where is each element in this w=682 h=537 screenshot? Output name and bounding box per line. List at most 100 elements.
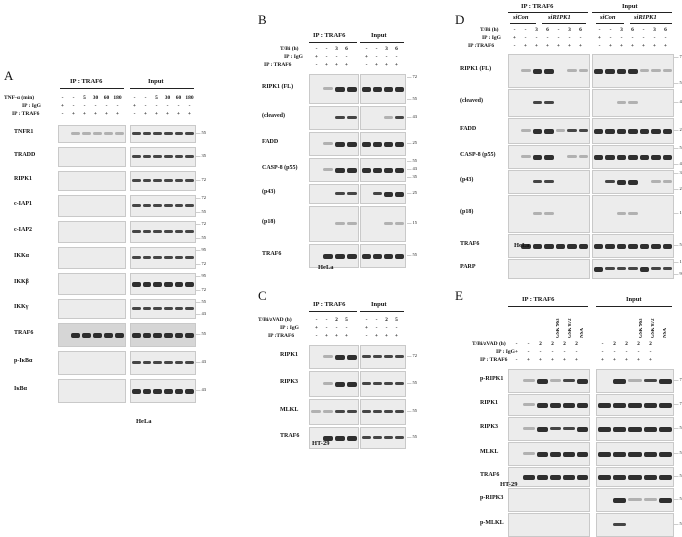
d-blot-4-1 [592, 170, 674, 194]
d-ip-traf6_values-5: + [567, 43, 572, 49]
panel-d-ip-siripk1: siRIPK1 [548, 14, 571, 21]
a-band-10-1-2 [153, 389, 162, 394]
e-band-0-0-2 [536, 379, 548, 384]
a-mw-10-0: 43 [196, 387, 207, 392]
b-band-0-1-0 [362, 87, 371, 92]
b-mw-0-1: 55 [407, 96, 418, 101]
d-blot-6-1 [592, 234, 674, 258]
a-band-6-1-0 [132, 282, 141, 287]
a-band-8-1-5 [185, 333, 194, 338]
b-row-label-0: RIPK1 (FL) [262, 84, 294, 90]
d-band-7-1-0 [594, 267, 604, 272]
d-band-0-0-2 [532, 69, 543, 74]
a-ip-igg_values-0: + [60, 103, 65, 109]
b-ip-igg_values-2: - [335, 54, 338, 60]
b-input-time_values-1: - [375, 46, 378, 52]
d-band-2-1-0 [594, 129, 604, 134]
e-ip-traf6_values-2: + [538, 357, 543, 363]
e-band-5-1-2 [628, 498, 642, 501]
a-mw-3-0: 72 [196, 195, 207, 200]
d-mw-4-1: 25 [674, 186, 682, 191]
e-input-igg_values-1: - [613, 349, 616, 355]
d-band-1-0-3 [544, 101, 554, 104]
b-mw-6-0: 55 [407, 252, 418, 257]
c-ip-time_values-0: - [315, 317, 318, 323]
e-row-label-2: RIPK3 [480, 424, 498, 430]
b-input-time_values-3: 6 [395, 46, 398, 52]
a-ip-traf6_values-5: + [115, 111, 120, 117]
c-mw-2-0: 55 [407, 408, 418, 413]
a-band-5-1-2 [153, 256, 162, 259]
a-mw-2-0: 72 [196, 177, 207, 182]
d-input-traf6_values-4: + [641, 43, 646, 49]
a-input-traf6_values-1: + [143, 111, 148, 117]
a-band-8-1-2 [153, 333, 162, 338]
e-blot-1-0 [508, 394, 590, 416]
a-row-label-10: IκBα [14, 386, 28, 392]
a-blot-0-0 [58, 125, 126, 143]
e-band-4-0-1 [523, 475, 535, 480]
c-input-traf6_values-1: + [374, 333, 379, 339]
e-band-1-0-5 [576, 403, 588, 408]
e-input-igg_values-4: - [649, 349, 652, 355]
panel-d-input-sicon: siCon [600, 14, 616, 21]
b-band-3-0-1 [323, 168, 333, 171]
d-band-0-1-2 [616, 69, 627, 74]
a-band-10-1-1 [142, 389, 152, 394]
a-band-6-1-1 [142, 282, 152, 287]
c-band-0-1-0 [362, 355, 371, 358]
b-input-traf6_values-3: + [394, 62, 399, 68]
e-band-0-1-4 [658, 379, 672, 384]
e-blot-6-1 [596, 513, 674, 537]
panel-a-traf6-label: IP : TRAF6 [12, 111, 40, 117]
d-ip-igg_values-1: - [524, 35, 527, 41]
a-mw-5-0: 95 [196, 247, 207, 252]
c-band-1-1-3 [395, 382, 404, 385]
e-band-0-0-1 [523, 379, 535, 382]
e-input-igg_values-0: - [601, 349, 604, 355]
d-band-6-1-6 [662, 244, 672, 249]
d-ip-traf6_values-2: + [534, 43, 539, 49]
e-band-2-0-5 [576, 427, 588, 432]
a-ip-igg_values-4: - [105, 103, 108, 109]
a-blot-1-0 [58, 147, 126, 167]
panel-e-traf6-label: IP : TRAF6 [480, 357, 508, 363]
e-band-3-0-4 [563, 452, 575, 457]
a-band-3-1-5 [185, 204, 194, 207]
c-blot-2-1 [360, 399, 406, 425]
a-band-6-1-5 [185, 282, 194, 287]
e-ip-time_values-2: 2 [539, 341, 542, 347]
d-blot-2-0 [508, 118, 590, 144]
c-ip-igg_values-1: - [325, 325, 328, 331]
d-band-2-0-2 [532, 129, 543, 134]
e-ip-time_values-5: 2 [575, 341, 578, 347]
e-band-0-1-3 [643, 379, 657, 382]
panel-d-ip-sicon-underline [510, 23, 536, 24]
e-ip-igg_values-0: + [514, 349, 519, 355]
a-band-9-1-2 [153, 361, 162, 364]
a-band-10-1-0 [132, 389, 141, 394]
a-input-time_values-0: - [133, 95, 136, 101]
a-band-4-1-3 [164, 230, 173, 233]
panel-b-input-underline [360, 42, 404, 43]
b-input-time_values-0: - [365, 46, 368, 52]
e-ip-time_values-1: - [527, 341, 530, 347]
d-band-3-1-4 [639, 155, 650, 160]
b-mw-5-0: 15 [407, 220, 418, 225]
d-band-3-1-0 [594, 155, 604, 160]
panel-c-input-underline [360, 311, 404, 312]
a-input-igg_values-3: - [166, 103, 169, 109]
d-ip-time_values-3: 6 [546, 27, 549, 33]
a-band-4-1-4 [174, 230, 184, 233]
a-band-0-1-0 [132, 132, 141, 135]
c-input-time_values-0: - [365, 317, 368, 323]
panel-e-igg-label: IP : IgG [496, 349, 515, 355]
a-band-1-1-5 [185, 155, 194, 158]
b-blot-3-0 [309, 158, 359, 182]
a-input-time_values-5: 180 [185, 95, 194, 101]
panel-b-input-title: Input [371, 32, 387, 39]
a-band-5-1-0 [132, 256, 141, 259]
b-blot-0-0 [309, 74, 359, 104]
d-band-0-1-3 [628, 69, 638, 74]
b-row-label-5: (p18) [262, 219, 276, 225]
